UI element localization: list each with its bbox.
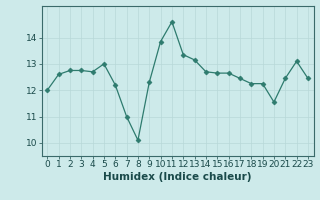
X-axis label: Humidex (Indice chaleur): Humidex (Indice chaleur)	[103, 172, 252, 182]
